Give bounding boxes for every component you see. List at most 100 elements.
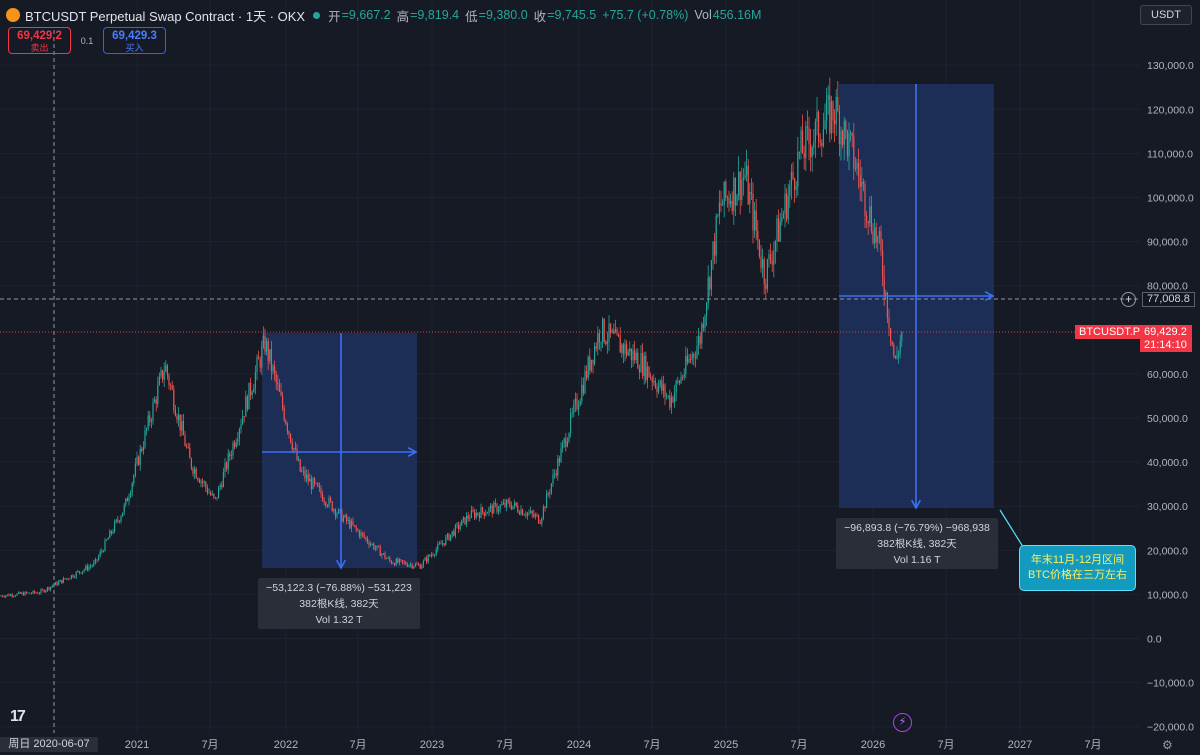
candle-body <box>862 181 864 184</box>
candle-body <box>264 335 266 352</box>
low-value: =9,380.0 <box>478 8 528 22</box>
candle-body <box>283 407 285 421</box>
candle-body <box>682 377 684 378</box>
candle-body <box>376 545 378 549</box>
candle-body <box>648 366 650 378</box>
add-plus-icon[interactable]: + <box>1121 292 1136 307</box>
candle-body <box>498 509 500 512</box>
candle-body <box>162 370 164 380</box>
candle-body <box>115 519 117 522</box>
candle-body <box>43 589 45 593</box>
candle-body <box>901 332 903 341</box>
candle-body <box>550 483 552 493</box>
price-tick-label: 120,000.0 <box>1147 104 1194 116</box>
candle-body <box>610 323 612 333</box>
candle-body <box>347 519 349 522</box>
candle-body <box>365 537 367 539</box>
candle-body <box>749 191 751 205</box>
candle-body <box>840 130 842 145</box>
candle-body <box>333 509 335 511</box>
candle-body <box>144 430 146 448</box>
candle-body <box>202 480 204 483</box>
candle-body <box>211 493 213 495</box>
candle-body <box>450 534 452 541</box>
buy-button[interactable]: 69,429.3 买入 <box>103 27 166 54</box>
time-axis[interactable]: 2021 7月 2022 7月 2023 7月 2024 7月 2025 7月 2026 7月 2027… <box>125 739 1102 751</box>
gear-icon[interactable]: ⚙ <box>1162 738 1173 752</box>
candle-body <box>64 578 66 580</box>
candle-body <box>304 470 306 479</box>
candle-body <box>374 548 376 550</box>
candle-body <box>712 241 714 261</box>
candle-body <box>221 485 223 488</box>
currency-selector[interactable]: USDT <box>1140 5 1192 25</box>
sell-button[interactable]: 69,429.2 卖出 <box>8 27 71 54</box>
candle-body <box>571 412 573 414</box>
candle-body <box>859 174 861 187</box>
candle-body <box>787 195 789 220</box>
candle-body <box>267 341 269 362</box>
candle-body <box>246 396 248 410</box>
candle-body <box>898 353 900 356</box>
candle-body <box>760 256 762 268</box>
candle-body <box>141 448 143 451</box>
candle-body <box>771 260 773 265</box>
candle-body <box>251 392 253 395</box>
market-open-dot-icon <box>313 11 321 19</box>
candle-body <box>99 551 101 557</box>
candle-body <box>637 352 639 369</box>
candle-body <box>885 292 887 296</box>
candle-body <box>195 468 197 479</box>
candle-body <box>496 503 498 512</box>
annotation-callout[interactable]: 年末11月-12月区间 BTC价格在三万左右 <box>1019 545 1136 591</box>
candle-body <box>171 385 173 390</box>
candle-body <box>381 553 383 557</box>
symbol-title[interactable]: BTCUSDT Perpetual Swap Contract · 1天 · O… <box>25 8 306 24</box>
candle-body <box>589 356 591 371</box>
candle-body <box>472 509 474 512</box>
candle-body <box>275 373 277 383</box>
candle-body <box>523 514 525 516</box>
candle-body <box>806 126 808 128</box>
price-tick-label: 10,000.0 <box>1147 589 1188 601</box>
candle-body <box>544 506 546 509</box>
candle-body <box>342 517 344 522</box>
candle-body <box>330 497 332 502</box>
candle-body <box>826 100 828 121</box>
candle-body <box>397 559 399 563</box>
candle-body <box>522 509 524 515</box>
cursor-date-badge: 周日 2020-06-07 <box>0 737 98 752</box>
candle-body <box>728 197 730 205</box>
candle-body <box>78 571 80 573</box>
candle-body <box>352 521 354 526</box>
callout-line1: 年末11月-12月区间 <box>1030 554 1125 566</box>
candle-body <box>269 349 271 362</box>
candle-body <box>155 399 157 404</box>
tradingview-logo-icon[interactable]: 17 <box>10 708 26 725</box>
candle-body <box>379 547 381 557</box>
candle-body <box>328 497 330 506</box>
candle-body <box>85 565 87 570</box>
candle-body <box>109 530 111 539</box>
measure-zone-1 <box>262 333 417 568</box>
candle-body <box>50 586 52 590</box>
candle-body <box>147 415 149 429</box>
last-price-badge: 69,429.2 <box>1140 325 1192 339</box>
candle-body <box>461 519 463 526</box>
candle-body <box>803 153 805 159</box>
candle-body <box>301 470 303 472</box>
candle-body <box>58 581 60 586</box>
candle-body <box>696 346 698 359</box>
candle-body <box>746 165 748 176</box>
candle-body <box>296 448 298 460</box>
candle-body <box>811 147 813 157</box>
candle-body <box>867 221 869 224</box>
candle-body <box>717 215 719 217</box>
flash-icon[interactable]: ⚡ <box>893 713 912 732</box>
candle-body <box>546 493 548 509</box>
price-axis[interactable]: 130,000.0 120,000.0 110,000.0 100,000.0 90,0… <box>1147 60 1194 734</box>
candle-body <box>590 359 592 371</box>
candle-body <box>131 482 133 493</box>
candle-body <box>411 564 413 568</box>
